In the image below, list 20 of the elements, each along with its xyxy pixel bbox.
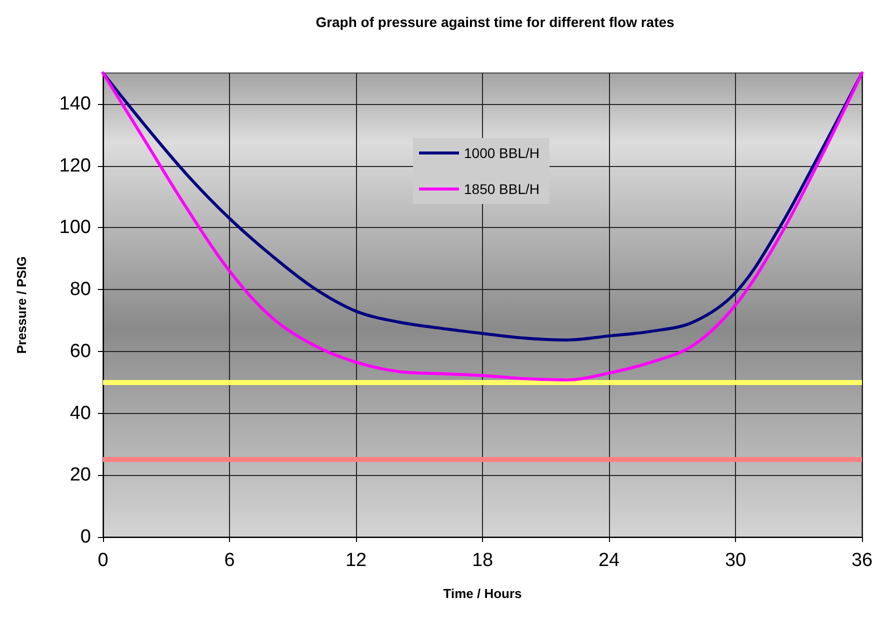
y-axis-title: Pressure / PSIG — [14, 256, 29, 354]
x-tick-label: 24 — [598, 550, 620, 571]
y-tick-label: 140 — [59, 93, 91, 114]
y-tick-label: 80 — [70, 279, 91, 300]
x-tick-label: 0 — [98, 550, 108, 571]
y-tick-label: 120 — [59, 155, 91, 176]
x-tick-label: 18 — [472, 550, 494, 571]
x-tick-label: 30 — [724, 550, 746, 571]
legend-label: 1000 BBL/H — [464, 145, 540, 161]
y-tick-label: 60 — [70, 340, 91, 362]
y-tick-label: 40 — [70, 402, 91, 424]
x-tick-label: 12 — [345, 550, 367, 571]
x-tick-label: 6 — [224, 550, 235, 571]
y-tick-label: 20 — [70, 464, 91, 486]
chart-title: Graph of pressure against time for different flow rates — [316, 14, 675, 30]
x-axis-title: Time / Hours — [443, 586, 522, 601]
legend-label: 1850 BBL/H — [464, 181, 540, 197]
x-tick-label: 36 — [851, 550, 873, 571]
y-tick-label: 0 — [80, 526, 91, 548]
y-tick-label: 100 — [59, 217, 91, 238]
